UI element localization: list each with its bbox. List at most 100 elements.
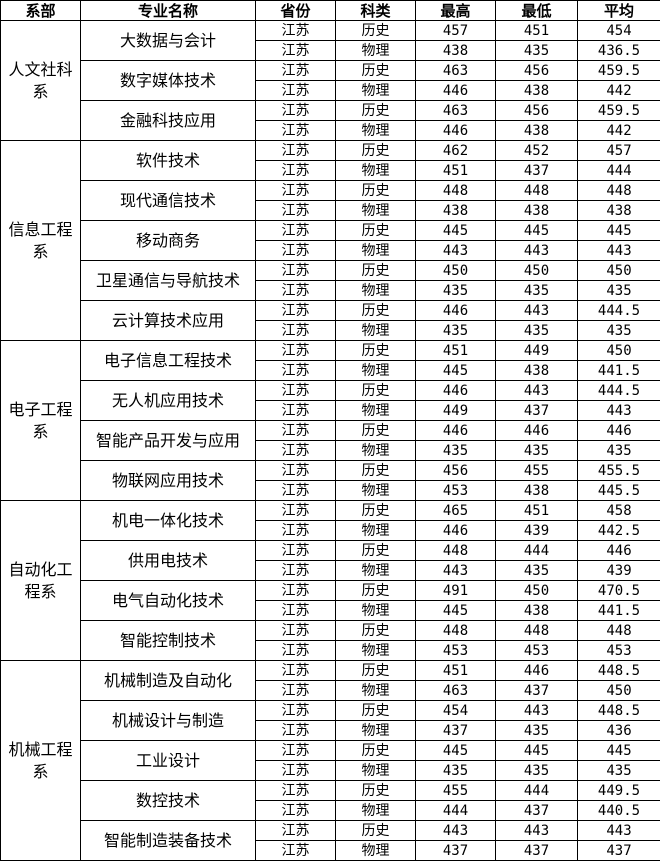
province-cell: 江苏 (255, 380, 336, 401)
min-score-cell: 443 (495, 820, 578, 841)
max-score-cell: 449 (415, 400, 496, 421)
min-score-cell: 437 (495, 400, 578, 421)
table-row: 移动商务 江苏 历史 445 445 445 (1, 220, 660, 261)
province-cell: 江苏 (255, 800, 336, 821)
avg-score-cell: 441.5 (577, 360, 660, 381)
subject-cell: 历史 (335, 780, 416, 801)
province-cell: 江苏 (255, 340, 336, 361)
department-cell: 自动化工程系 (0, 500, 81, 661)
avg-score-cell: 453 (577, 640, 660, 661)
min-score-cell: 438 (495, 360, 578, 381)
avg-score-cell: 442.5 (577, 520, 660, 541)
avg-score-cell: 437 (577, 840, 660, 861)
province-cell: 江苏 (255, 280, 336, 301)
major-cell: 机械设计与制造 (80, 700, 256, 741)
subject-cell: 物理 (335, 120, 416, 141)
avg-score-cell: 458 (577, 500, 660, 521)
max-score-cell: 454 (415, 700, 496, 721)
min-score-cell: 449 (495, 340, 578, 361)
department-cell: 机械工程系 (0, 660, 81, 861)
major-cell: 大数据与会计 (80, 20, 256, 61)
min-score-cell: 438 (495, 480, 578, 501)
major-cell: 电气自动化技术 (80, 580, 256, 621)
avg-score-cell: 443 (577, 240, 660, 261)
table-row: 无人机应用技术 江苏 历史 446 443 444.5 (1, 380, 660, 421)
header-max: 最高 (415, 0, 496, 21)
major-cell: 智能产品开发与应用 (80, 420, 256, 461)
min-score-cell: 443 (495, 300, 578, 321)
min-score-cell: 435 (495, 560, 578, 581)
avg-score-cell: 450 (577, 260, 660, 281)
table-row: 江苏 物理 445 438 441.5 (1, 600, 660, 621)
table-row: 江苏 物理 435 435 435 (1, 320, 660, 341)
subject-cell: 物理 (335, 320, 416, 341)
province-cell: 江苏 (255, 140, 336, 161)
min-score-cell: 444 (495, 540, 578, 561)
header-min: 最低 (495, 0, 578, 21)
min-score-cell: 446 (495, 660, 578, 681)
table-row: 供用电技术 江苏 历史 448 444 446 (1, 540, 660, 581)
table-row: 江苏 物理 451 437 444 (1, 160, 660, 181)
table-body: 人文社科系 大数据与会计 江苏 历史 457 451 454 江苏 物理 438 435 436.5 数… (0, 20, 660, 861)
province-cell: 江苏 (255, 600, 336, 621)
province-cell: 江苏 (255, 60, 336, 81)
min-score-cell: 435 (495, 280, 578, 301)
subject-cell: 物理 (335, 40, 416, 61)
avg-score-cell: 446 (577, 540, 660, 561)
max-score-cell: 446 (415, 520, 496, 541)
subject-cell: 物理 (335, 360, 416, 381)
table-row: 工业设计 江苏 历史 445 445 445 (1, 740, 660, 781)
major-cell: 机械制造及自动化 (80, 660, 256, 701)
max-score-cell: 445 (415, 220, 496, 241)
province-cell: 江苏 (255, 560, 336, 581)
subject-cell: 物理 (335, 840, 416, 861)
province-cell: 江苏 (255, 520, 336, 541)
table-row: 电气自动化技术 江苏 历史 491 450 470.5 (1, 580, 660, 621)
max-score-cell: 445 (415, 360, 496, 381)
subject-cell: 历史 (335, 140, 416, 161)
avg-score-cell: 436 (577, 720, 660, 741)
min-score-cell: 437 (495, 160, 578, 181)
province-cell: 江苏 (255, 300, 336, 321)
min-score-cell: 437 (495, 840, 578, 861)
min-score-cell: 438 (495, 80, 578, 101)
max-score-cell: 491 (415, 580, 496, 601)
avg-score-cell: 442 (577, 120, 660, 141)
province-cell: 江苏 (255, 620, 336, 641)
major-cell: 机电一体化技术 (80, 500, 256, 541)
max-score-cell: 462 (415, 140, 496, 161)
province-cell: 江苏 (255, 40, 336, 61)
avg-score-cell: 439 (577, 560, 660, 581)
province-cell: 江苏 (255, 820, 336, 841)
subject-cell: 历史 (335, 20, 416, 41)
min-score-cell: 438 (495, 600, 578, 621)
major-cell: 供用电技术 (80, 540, 256, 581)
header-province: 省份 (255, 0, 336, 21)
max-score-cell: 463 (415, 60, 496, 81)
subject-cell: 物理 (335, 440, 416, 461)
table-row: 自动化工程系 机电一体化技术 江苏 历史 465 451 458 (0, 500, 660, 661)
province-cell: 江苏 (255, 500, 336, 521)
table-row: 机械工程系 机械制造及自动化 江苏 历史 451 446 448.5 (0, 660, 660, 861)
table-row: 江苏 物理 438 435 436.5 (1, 40, 660, 61)
min-score-cell: 437 (495, 680, 578, 701)
avg-score-cell: 444.5 (577, 300, 660, 321)
min-score-cell: 435 (495, 760, 578, 781)
province-cell: 江苏 (255, 260, 336, 281)
avg-score-cell: 448.5 (577, 660, 660, 681)
max-score-cell: 457 (415, 20, 496, 41)
max-score-cell: 451 (415, 340, 496, 361)
max-score-cell: 453 (415, 640, 496, 661)
max-score-cell: 446 (415, 420, 496, 441)
max-score-cell: 446 (415, 300, 496, 321)
min-score-cell: 437 (495, 800, 578, 821)
table-row: 江苏 物理 446 438 442 (1, 120, 660, 141)
min-score-cell: 438 (495, 120, 578, 141)
avg-score-cell: 443 (577, 400, 660, 421)
province-cell: 江苏 (255, 200, 336, 221)
subject-cell: 历史 (335, 180, 416, 201)
min-score-cell: 456 (495, 100, 578, 121)
table-row: 江苏 物理 435 435 435 (1, 440, 660, 461)
avg-score-cell: 448 (577, 180, 660, 201)
max-score-cell: 435 (415, 440, 496, 461)
